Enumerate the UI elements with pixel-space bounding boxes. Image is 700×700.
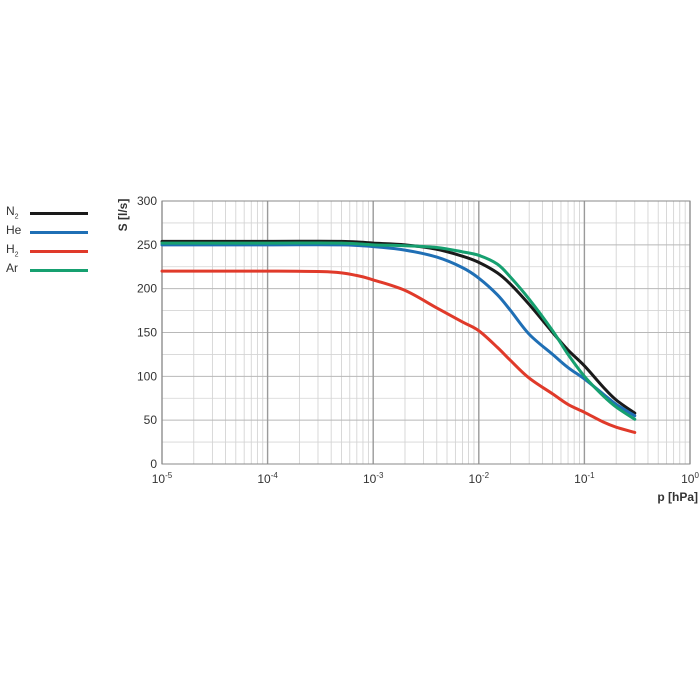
series-line-ar — [160, 241, 637, 421]
legend: N2 He H2 Ar — [6, 204, 96, 280]
x-tick-label: 10-5 — [152, 471, 173, 486]
legend-swatch-n2 — [30, 212, 88, 215]
y-tick-label: 250 — [137, 238, 157, 252]
legend-swatch-ar — [30, 269, 88, 272]
series-line-n2 — [160, 239, 637, 415]
y-tick-label: 0 — [150, 457, 157, 471]
x-tick-label: 10-1 — [574, 471, 595, 486]
x-tick-label: 100 — [681, 471, 699, 486]
x-axis-label: p [hPa] — [657, 490, 698, 504]
y-tick-label: 300 — [137, 194, 157, 208]
series-line-h2 — [160, 269, 637, 434]
y-tick-label: 200 — [137, 282, 157, 296]
legend-item-he: He — [6, 223, 96, 242]
legend-label-n2: N2 — [6, 204, 19, 221]
y-tick-label: 50 — [144, 413, 158, 427]
y-tick-label: 150 — [137, 326, 157, 340]
x-tick-label: 10-4 — [257, 471, 278, 486]
y-axis-label: S [l/s] — [116, 199, 130, 232]
plot-frame — [161, 200, 691, 465]
y-tick-label: 100 — [137, 369, 157, 383]
legend-label-h2: H2 — [6, 242, 19, 259]
legend-label-he: He — [6, 223, 22, 237]
x-tick-label: 10-3 — [363, 471, 384, 486]
legend-swatch-he — [30, 231, 88, 234]
legend-item-n2: N2 — [6, 204, 96, 223]
legend-item-h2: H2 — [6, 242, 96, 261]
legend-label-ar: Ar — [6, 261, 18, 275]
legend-item-ar: Ar — [6, 261, 96, 280]
x-tick-label: 10-2 — [469, 471, 490, 486]
legend-swatch-h2 — [30, 250, 88, 253]
